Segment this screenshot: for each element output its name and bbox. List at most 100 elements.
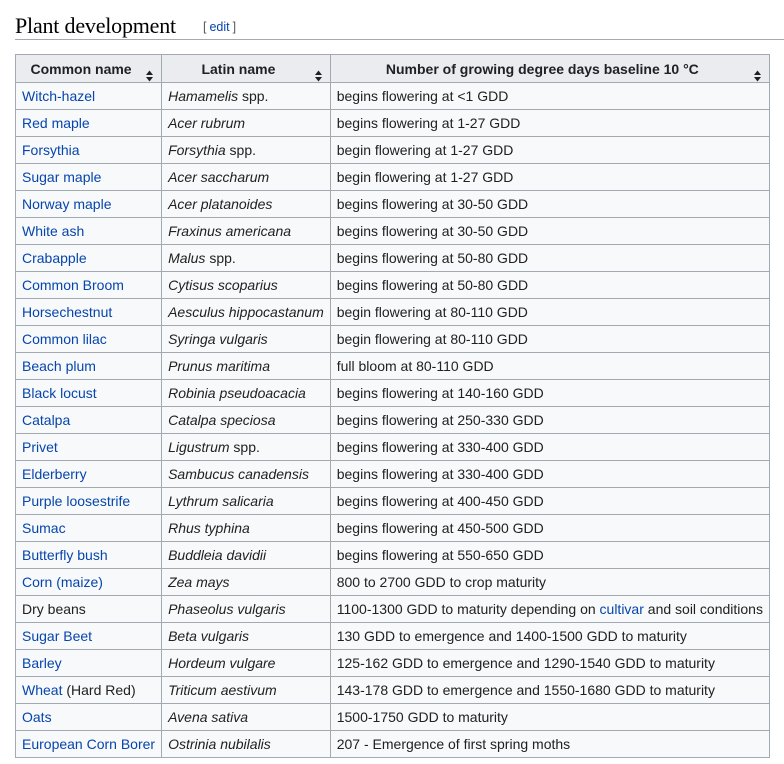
- table-row: Common lilac Syringa vulgaris begin flower…: [14, 325, 770, 353]
- common-name-link[interactable]: Horsechestnut: [22, 304, 113, 320]
- table-body: Witch-hazel Hamamelis spp. begins flowerin…: [14, 82, 770, 758]
- common-name-cell: European Corn Borer: [14, 730, 163, 758]
- common-name-cell: Common Broom: [14, 271, 163, 299]
- latin-name-text: Sambucus canadensis: [168, 466, 309, 482]
- common-name-cell: Sugar maple: [14, 163, 163, 191]
- common-name-cell: Witch-hazel: [14, 82, 163, 110]
- common-name-link[interactable]: Purple loosestrife: [22, 493, 131, 509]
- common-name-link[interactable]: Red maple: [22, 115, 90, 131]
- edit-bracket-close: ]: [232, 20, 237, 34]
- common-name-link[interactable]: Barley: [22, 655, 62, 671]
- common-name-cell: Crabapple: [14, 244, 163, 272]
- common-name-cell: Red maple: [14, 109, 163, 137]
- common-name-link[interactable]: Elderberry: [22, 466, 87, 482]
- table-row: Barley Hordeum vulgare 125-162 GDD to emer…: [14, 649, 770, 677]
- gdd-text: begin flowering at 80-110 GDD: [336, 331, 528, 347]
- table-row: Oats Avena sativa 1500-1750 GDD to maturit…: [14, 703, 770, 731]
- common-name-link[interactable]: White ash: [22, 223, 85, 239]
- gdd-cell: begins flowering at 550-650 GDD: [329, 541, 770, 569]
- latin-name-cell: Rhus typhina: [161, 514, 331, 542]
- latin-name-cell: Hordeum vulgare: [161, 649, 331, 677]
- latin-name-text: Robinia pseudoacacia: [168, 385, 306, 401]
- common-name-link[interactable]: Sugar Beet: [22, 628, 93, 644]
- common-name-cell: Elderberry: [14, 460, 163, 488]
- table-row: Crabapple Malus spp. begins flowering at 5…: [14, 244, 770, 272]
- section-title: Plant development: [15, 13, 176, 38]
- common-name-link[interactable]: Beach plum: [22, 358, 96, 374]
- gdd-text: 207 - Emergence of first spring moths: [336, 736, 571, 752]
- common-name-cell: Butterfly bush: [14, 541, 163, 569]
- common-name-cell: Horsechestnut: [14, 298, 163, 326]
- column-header-common-name[interactable]: Common name: [14, 54, 163, 83]
- gdd-cell: 130 GDD to emergence and 1400-1500 GDD t…: [329, 622, 770, 650]
- gdd-text: begins flowering at 330-400 GDD: [336, 439, 544, 455]
- table-row: Black locust Robinia pseudoacacia begins f…: [14, 379, 770, 407]
- gdd-cell: begins flowering at 140-160 GDD: [329, 379, 770, 407]
- gdd-cell: begin flowering at 1-27 GDD: [329, 163, 770, 191]
- table-row: Catalpa Catalpa speciosa begins flowering …: [14, 406, 770, 434]
- gdd-cell: begins flowering at <1 GDD: [329, 82, 770, 110]
- gdd-text: begins flowering at 1-27 GDD: [336, 115, 521, 131]
- latin-name-cell: Prunus maritima: [161, 352, 331, 380]
- common-name-link[interactable]: Witch-hazel: [22, 88, 96, 104]
- latin-name-cell: Phaseolus vulgaris: [161, 595, 331, 623]
- column-header-label: Number of growing degree days baseline 1…: [385, 60, 699, 77]
- latin-name-text: Phaseolus vulgaris: [168, 601, 286, 617]
- edit-link[interactable]: edit: [209, 20, 230, 34]
- edit-section: [edit]: [203, 20, 236, 34]
- common-name-link[interactable]: Catalpa: [22, 412, 71, 428]
- latin-name-text: Aesculus hippocastanum: [168, 304, 324, 320]
- latin-name-text: Ligustrum: [168, 439, 230, 455]
- latin-name-cell: Sambucus canadensis: [161, 460, 331, 488]
- sort-both-icon[interactable]: [753, 63, 761, 81]
- table-row: Butterfly bush Buddleia davidii begins flo…: [14, 541, 770, 569]
- common-name-cell: Norway maple: [14, 190, 163, 218]
- common-name-qualifier: (Hard Red): [62, 682, 136, 698]
- common-name-link[interactable]: European Corn Borer: [22, 736, 156, 752]
- common-name-link[interactable]: Black locust: [22, 385, 97, 401]
- cultivar-link[interactable]: cultivar: [599, 601, 644, 617]
- common-name-link[interactable]: Common Broom: [22, 277, 124, 293]
- gdd-cell: full bloom at 80-110 GDD: [329, 352, 770, 380]
- latin-name-text: Rhus typhina: [168, 520, 250, 536]
- gdd-text: begins flowering at 400-450 GDD: [336, 493, 544, 509]
- common-name-cell: Beach plum: [14, 352, 163, 380]
- latin-name-suffix: spp.: [225, 142, 257, 158]
- common-name-link[interactable]: Sumac: [22, 520, 66, 536]
- latin-name-text: Hordeum vulgare: [168, 655, 276, 671]
- header-row: Common name Latin name Number of growing d…: [14, 54, 770, 83]
- gdd-text: 143-178 GDD to emergence and 1550-1680 G…: [336, 682, 715, 698]
- common-name-link[interactable]: Common lilac: [22, 331, 107, 347]
- common-name-cell: Catalpa: [14, 406, 163, 434]
- gdd-cell: 143-178 GDD to emergence and 1550-1680 G…: [329, 676, 770, 704]
- common-name-link[interactable]: Crabapple: [22, 250, 87, 266]
- column-header-gdd[interactable]: Number of growing degree days baseline 1…: [329, 54, 770, 83]
- sort-both-icon[interactable]: [146, 63, 154, 81]
- common-name-link[interactable]: Forsythia: [22, 142, 80, 158]
- latin-name-cell: Beta vulgaris: [161, 622, 331, 650]
- latin-name-text: Acer platanoides: [168, 196, 273, 212]
- common-name-link[interactable]: Privet: [22, 439, 58, 455]
- gdd-text: begin flowering at 1-27 GDD: [336, 169, 514, 185]
- latin-name-cell: Triticum aestivum: [161, 676, 331, 704]
- common-name-cell: Common lilac: [14, 325, 163, 353]
- latin-name-cell: Hamamelis spp.: [161, 82, 331, 110]
- table-row: Norway maple Acer platanoides begins flowe…: [14, 190, 770, 218]
- common-name-cell: Barley: [14, 649, 163, 677]
- table-row: Privet Ligustrum spp. begins flowering at …: [14, 433, 770, 461]
- common-name-link[interactable]: Oats: [22, 709, 52, 725]
- gdd-text: begins flowering at 50-80 GDD: [336, 277, 529, 293]
- common-name-cell: Dry beans: [14, 595, 163, 623]
- latin-name-cell: Robinia pseudoacacia: [161, 379, 331, 407]
- common-name-link[interactable]: Norway maple: [22, 196, 112, 212]
- common-name-link[interactable]: Butterfly bush: [22, 547, 108, 563]
- common-name-link[interactable]: Corn (maize): [22, 574, 103, 590]
- latin-name-cell: Acer rubrum: [161, 109, 331, 137]
- common-name-link[interactable]: Sugar maple: [22, 169, 102, 185]
- column-header-latin-name[interactable]: Latin name: [161, 54, 331, 83]
- latin-name-cell: Zea mays: [161, 568, 331, 596]
- gdd-cell: begins flowering at 50-80 GDD: [329, 244, 770, 272]
- sort-both-icon[interactable]: [314, 63, 322, 81]
- common-name-cell: Sumac: [14, 514, 163, 542]
- common-name-link[interactable]: Wheat: [22, 682, 63, 698]
